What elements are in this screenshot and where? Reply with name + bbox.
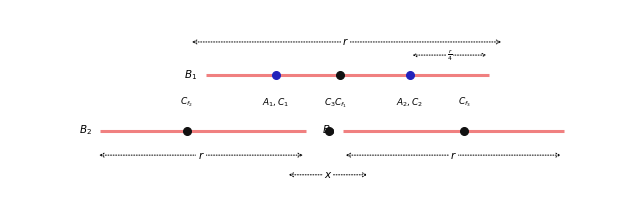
Text: $x$: $x$ <box>324 170 332 180</box>
Text: $C_{f_1}$: $C_{f_1}$ <box>334 96 347 110</box>
Text: $A_2, C_2$: $A_2, C_2$ <box>396 96 424 109</box>
Text: $B_2$: $B_2$ <box>79 124 92 137</box>
Text: $r$: $r$ <box>342 36 349 47</box>
Text: $B_1$: $B_1$ <box>184 68 198 82</box>
Text: $C_{f_2}$: $C_{f_2}$ <box>180 96 193 109</box>
Text: $C_{f_3}$: $C_{f_3}$ <box>458 96 471 109</box>
Text: $\frac{r}{4}$: $\frac{r}{4}$ <box>447 47 452 63</box>
Text: $r$: $r$ <box>450 150 457 161</box>
Text: $r$: $r$ <box>198 150 204 161</box>
Text: $B_3$: $B_3$ <box>323 124 335 137</box>
Text: $C_3$: $C_3$ <box>324 97 335 109</box>
Text: $A_1, C_1$: $A_1, C_1$ <box>262 96 289 109</box>
